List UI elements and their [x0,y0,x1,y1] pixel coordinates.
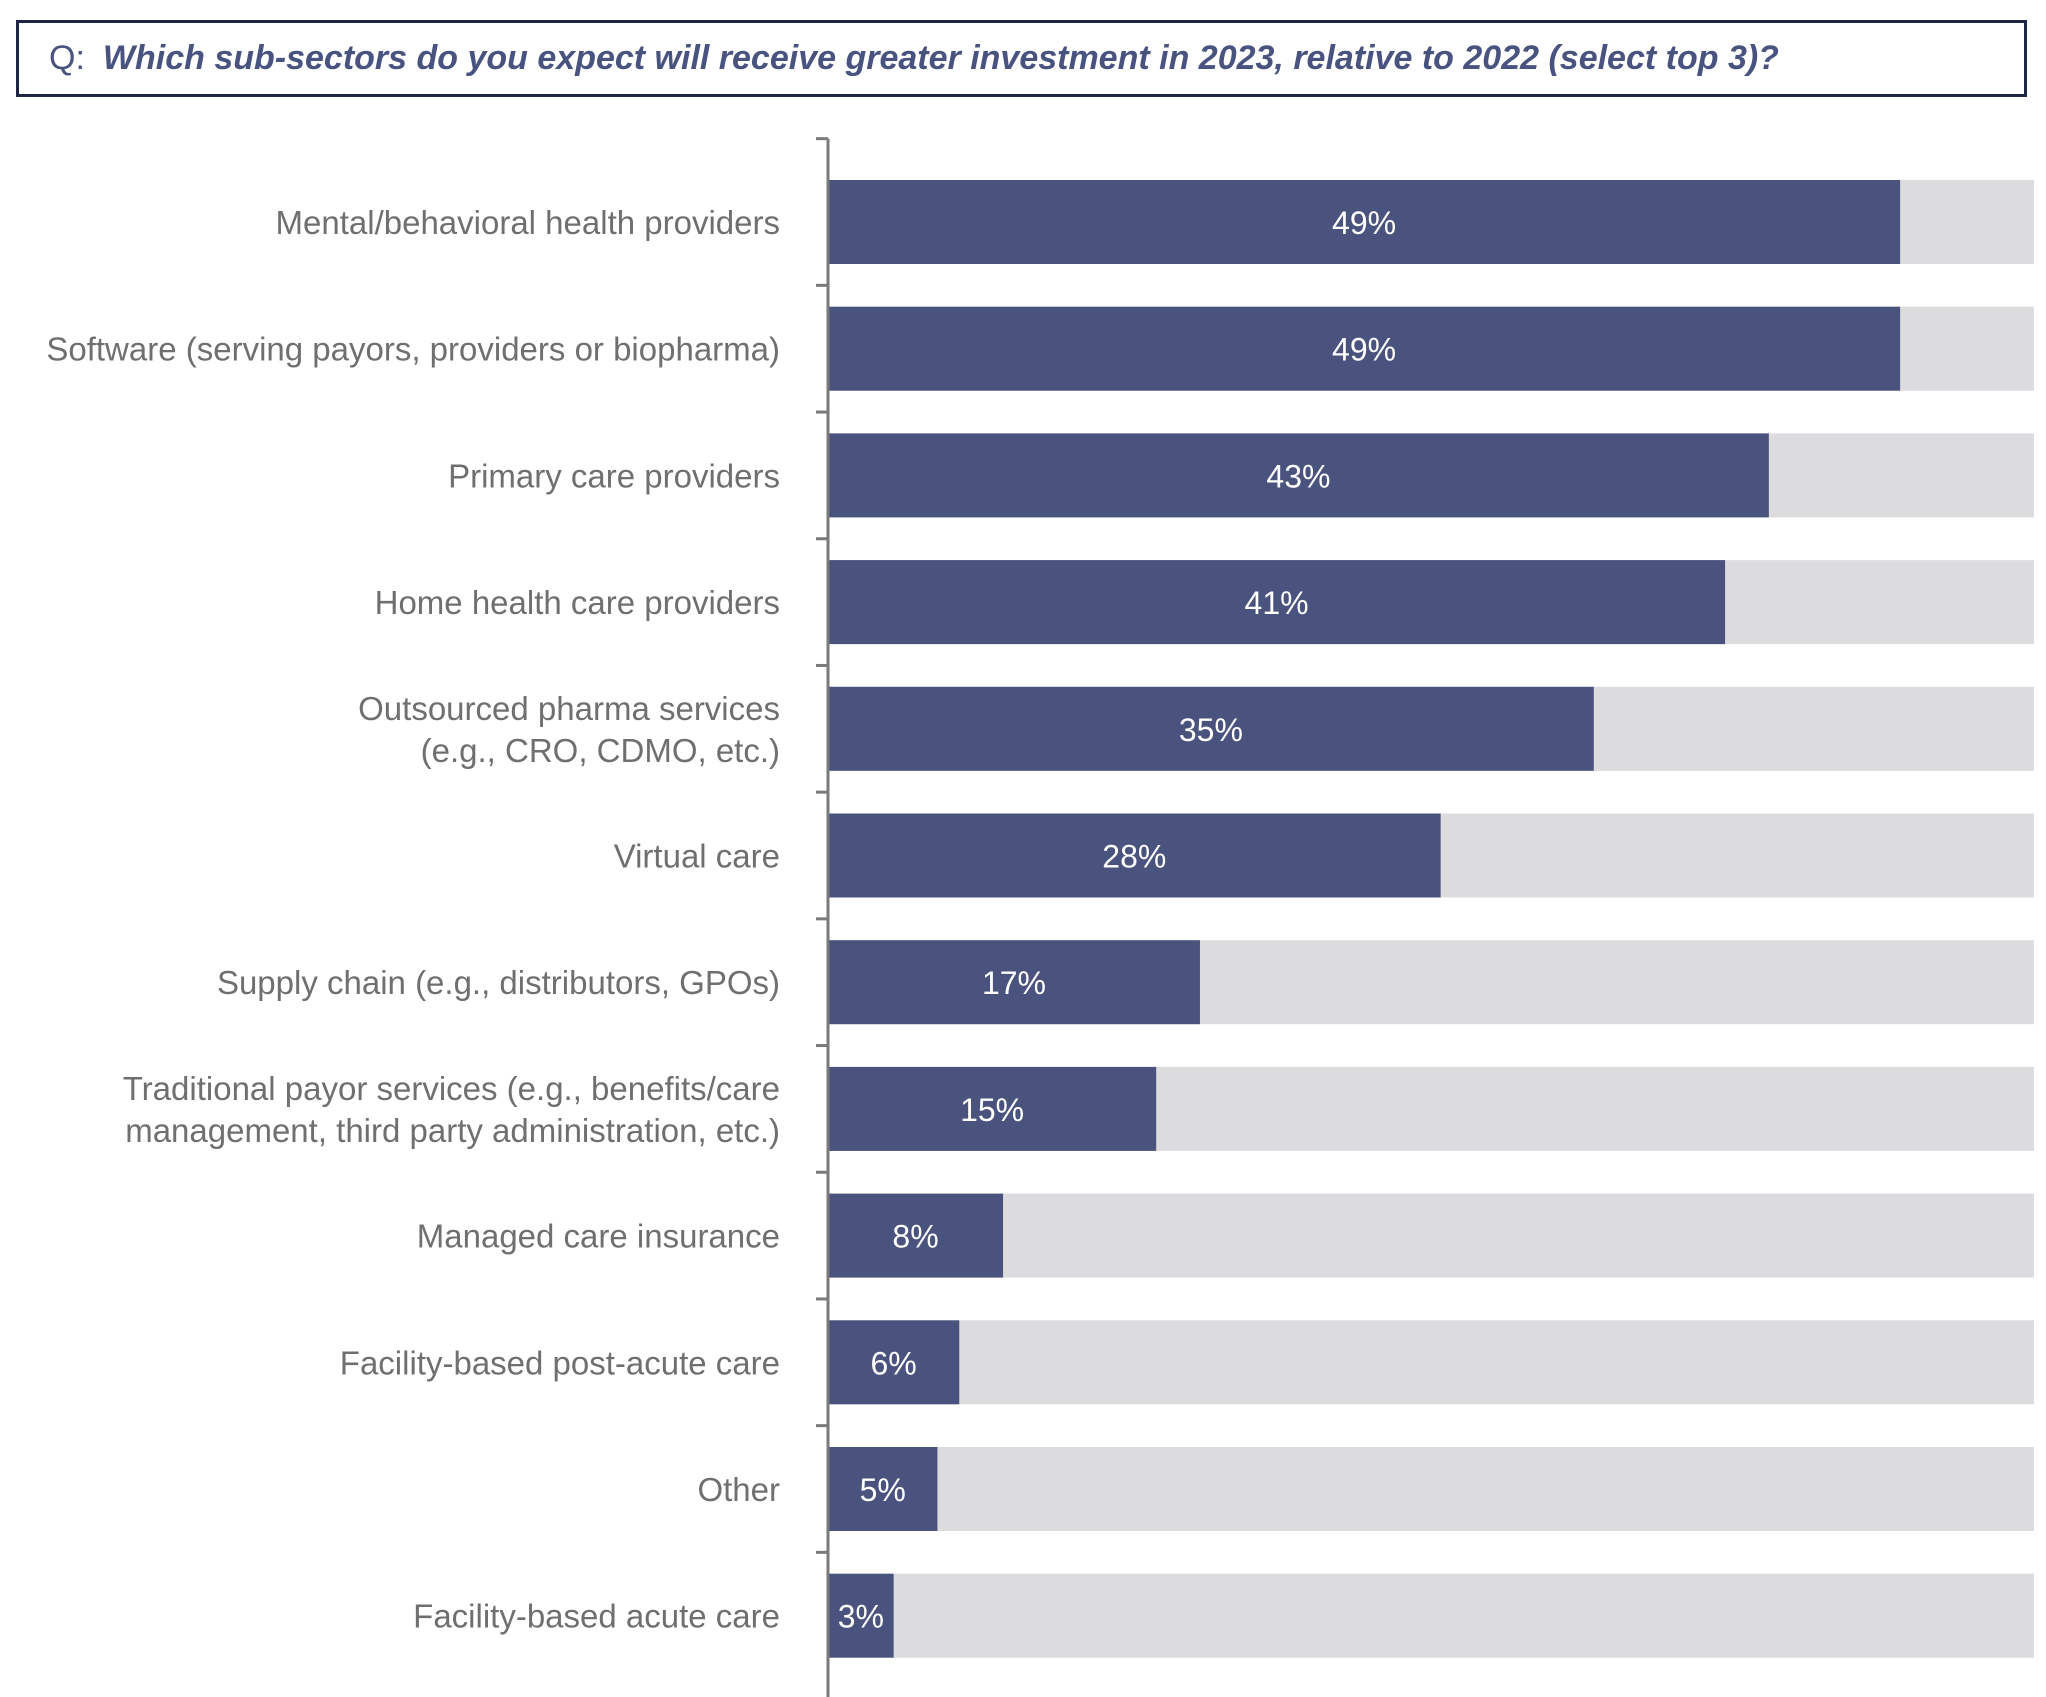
value-label: 41% [1245,585,1309,621]
value-label: 6% [871,1345,917,1381]
category-label: Managed care insurance [417,1218,780,1255]
question-text: Which sub-sectors do you expect will rec… [102,39,1779,77]
value-label: 49% [1332,205,1396,241]
bar-track [828,1193,2034,1278]
value-label: 17% [982,965,1046,1001]
bar [828,1447,938,1531]
category-label: Virtual care [614,838,780,875]
bar-track [828,1573,2034,1658]
bar [828,940,1200,1025]
bar [828,1573,894,1658]
value-label: 28% [1102,839,1166,875]
value-label: 15% [960,1092,1024,1128]
bar [828,813,1441,898]
category-label: Primary care providers [448,457,780,494]
value-label: 5% [860,1472,906,1508]
bar [828,686,1594,771]
value-label: 3% [838,1599,884,1635]
bar [828,1066,1157,1151]
category-label: Outsourced pharma services [358,690,780,727]
category-label: Other [697,1471,780,1508]
category-label: management, third party administration, … [125,1112,780,1149]
category-label: Traditional payor services (e.g., benefi… [123,1070,780,1107]
bar [828,433,1769,518]
question-prefix: Q: [49,39,85,77]
bar [828,180,1901,264]
bar-track [828,1447,2034,1531]
bar [828,560,1726,645]
bar [828,1320,960,1405]
category-label: Mental/behavioral health providers [276,204,780,241]
value-label: 49% [1332,332,1396,368]
value-label: 35% [1179,712,1243,748]
category-label: (e.g., CRO, CDMO, etc.) [421,732,780,769]
bar [828,306,1901,391]
category-label: Supply chain (e.g., distributors, GPOs) [217,964,780,1001]
category-label: Software (serving payors, providers or b… [46,331,780,368]
question-box: Q: Which sub-sectors do you expect will … [16,20,2027,97]
value-label: 43% [1266,458,1330,494]
category-label: Home health care providers [375,584,780,621]
bar-track [828,1320,2034,1405]
category-label: Facility-based acute care [413,1598,780,1635]
bar [828,1193,1004,1278]
category-label: Facility-based post-acute care [340,1344,780,1381]
value-label: 8% [892,1219,938,1255]
